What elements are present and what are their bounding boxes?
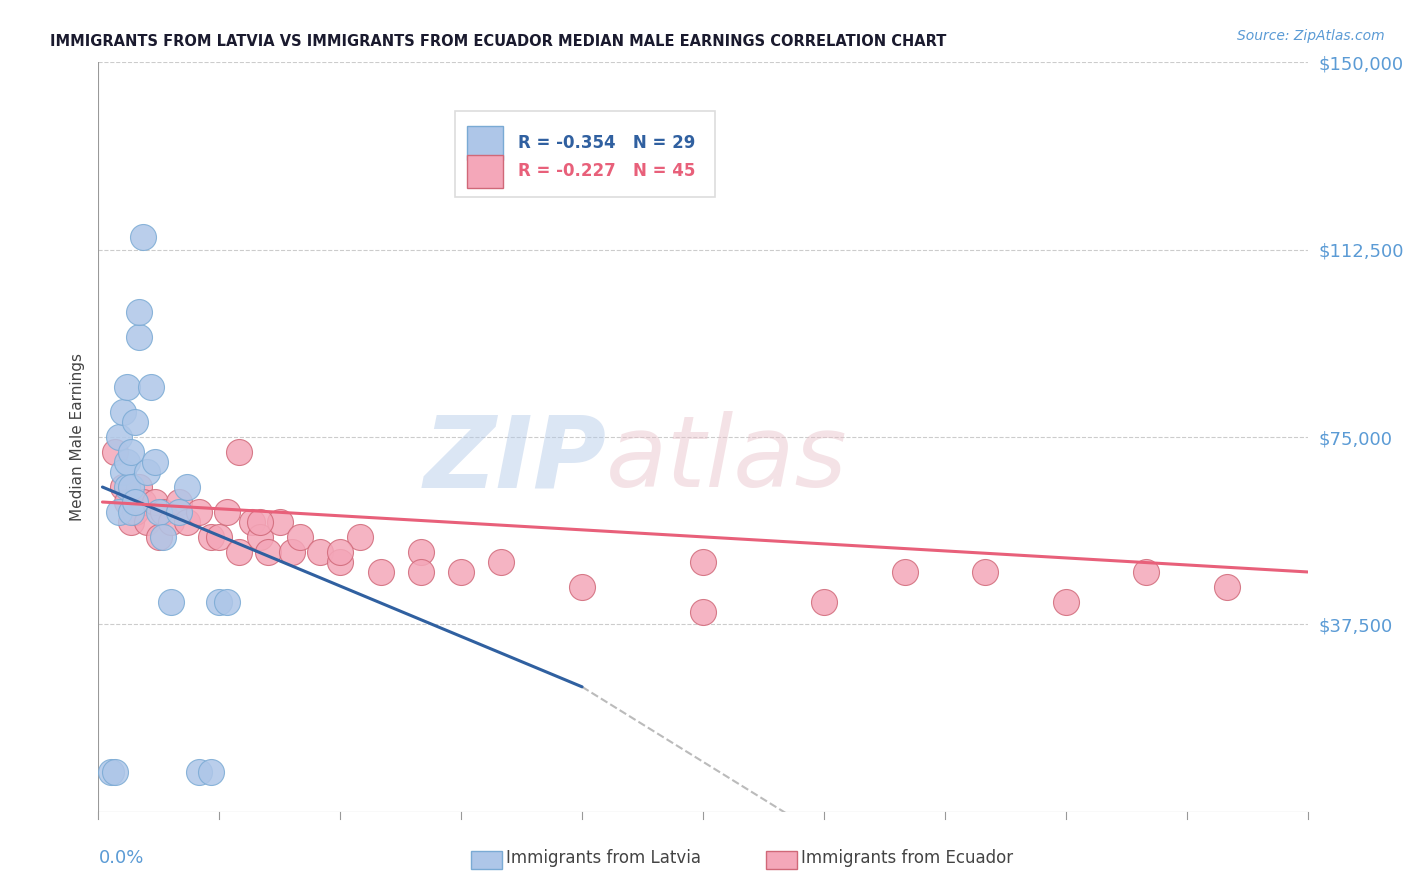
Point — [135, 515, 157, 529]
Text: ZIP: ZIP — [423, 411, 606, 508]
Point — [128, 305, 150, 319]
Point — [692, 605, 714, 619]
Point — [124, 415, 146, 429]
Point — [111, 480, 134, 494]
Point — [107, 430, 129, 444]
Point — [240, 515, 263, 529]
Text: atlas: atlas — [606, 411, 848, 508]
Point — [228, 445, 250, 459]
Point — [176, 515, 198, 529]
Point — [217, 505, 239, 519]
Point — [167, 505, 190, 519]
Text: Immigrants from Ecuador: Immigrants from Ecuador — [801, 849, 1014, 867]
Point — [200, 764, 222, 779]
Point — [1135, 565, 1157, 579]
Point — [132, 495, 155, 509]
Point — [217, 595, 239, 609]
Point — [107, 505, 129, 519]
Point — [115, 495, 138, 509]
Point — [148, 530, 170, 544]
Point — [208, 595, 231, 609]
Text: 0.0%: 0.0% — [98, 849, 143, 867]
Point — [370, 565, 392, 579]
Point — [813, 595, 835, 609]
Point — [124, 505, 146, 519]
Point — [571, 580, 593, 594]
Point — [249, 515, 271, 529]
Point — [409, 565, 432, 579]
Point — [288, 530, 311, 544]
Y-axis label: Median Male Earnings: Median Male Earnings — [69, 353, 84, 521]
Point — [1216, 580, 1239, 594]
Point — [148, 505, 170, 519]
Point — [111, 405, 134, 419]
Point — [1054, 595, 1077, 609]
Point — [188, 764, 211, 779]
Point — [409, 545, 432, 559]
Text: IMMIGRANTS FROM LATVIA VS IMMIGRANTS FROM ECUADOR MEDIAN MALE EARNINGS CORRELATI: IMMIGRANTS FROM LATVIA VS IMMIGRANTS FRO… — [51, 34, 946, 49]
Point — [128, 480, 150, 494]
Point — [188, 505, 211, 519]
Point — [100, 764, 122, 779]
Bar — [467, 154, 503, 188]
Point — [132, 230, 155, 244]
Text: R = -0.354   N = 29: R = -0.354 N = 29 — [517, 134, 696, 152]
Point — [160, 595, 183, 609]
Point — [115, 380, 138, 394]
Point — [120, 445, 142, 459]
Bar — [467, 126, 503, 160]
Point — [269, 515, 291, 529]
Point — [139, 380, 162, 394]
Point — [893, 565, 915, 579]
Point — [135, 465, 157, 479]
Point — [152, 530, 174, 544]
Point — [111, 465, 134, 479]
Point — [692, 555, 714, 569]
Point — [974, 565, 997, 579]
Point — [450, 565, 472, 579]
Point — [128, 330, 150, 344]
Point — [143, 455, 166, 469]
FancyBboxPatch shape — [456, 112, 716, 197]
Point — [120, 515, 142, 529]
Point — [228, 545, 250, 559]
Point — [103, 764, 125, 779]
Point — [329, 555, 352, 569]
Point — [152, 505, 174, 519]
Point — [124, 495, 146, 509]
Text: Immigrants from Latvia: Immigrants from Latvia — [506, 849, 702, 867]
Point — [349, 530, 371, 544]
Point — [143, 495, 166, 509]
Point — [249, 530, 271, 544]
Point — [281, 545, 304, 559]
Point — [120, 505, 142, 519]
Text: Source: ZipAtlas.com: Source: ZipAtlas.com — [1237, 29, 1385, 43]
Point — [103, 445, 125, 459]
Point — [208, 530, 231, 544]
Point — [160, 515, 183, 529]
Point — [115, 455, 138, 469]
Point — [167, 495, 190, 509]
Point — [309, 545, 332, 559]
Point — [200, 530, 222, 544]
Point — [329, 545, 352, 559]
Point — [256, 545, 278, 559]
Point — [491, 555, 513, 569]
Point — [120, 480, 142, 494]
Point — [115, 480, 138, 494]
Text: R = -0.227   N = 45: R = -0.227 N = 45 — [517, 162, 696, 180]
Point — [176, 480, 198, 494]
